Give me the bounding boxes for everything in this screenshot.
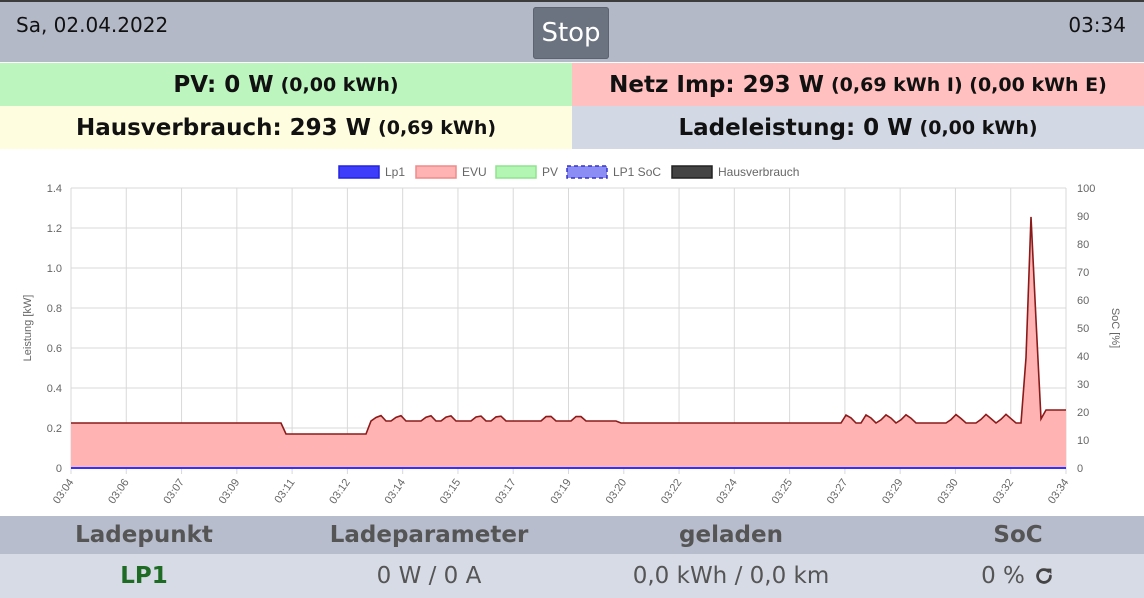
date-label: Sa, 02.04.2022 xyxy=(16,13,169,37)
y-tick-left: 0.6 xyxy=(47,343,62,355)
legend-label: Hausverbrauch xyxy=(718,165,799,179)
legend-label: PV xyxy=(542,165,558,179)
x-tick: 03:06 xyxy=(106,477,132,506)
time-label: 03:34 xyxy=(1068,13,1126,37)
x-tick: 03:34 xyxy=(1046,477,1072,506)
header-ladeparameter: Ladeparameter xyxy=(329,522,529,548)
summary-row-2: Hausverbrauch: 293 W (0,69 kWh) Ladeleis… xyxy=(0,106,1144,149)
netz-sub: (0,69 kWh I) (0,00 kWh E) xyxy=(830,73,1107,96)
header-geladen: geladen xyxy=(679,522,783,548)
y-tick-right: 10 xyxy=(1077,435,1089,447)
x-tick: 03:27 xyxy=(825,477,851,506)
top-bar: Sa, 02.04.2022 Stop 03:34 xyxy=(0,0,1144,62)
evu-area xyxy=(71,216,1066,468)
x-tick: 03:25 xyxy=(769,477,795,506)
lp-soc-value: 0 % xyxy=(981,563,1025,589)
refresh-icon[interactable] xyxy=(1033,565,1055,587)
x-tick: 03:14 xyxy=(383,477,409,506)
y-axis-title-left: Leistung [kW] xyxy=(22,295,34,362)
x-tick: 03:32 xyxy=(991,477,1017,506)
x-tick: 03:07 xyxy=(161,477,187,506)
x-tick: 03:19 xyxy=(548,477,574,506)
y-tick-right: 90 xyxy=(1077,211,1089,223)
x-tick: 03:29 xyxy=(880,477,906,506)
pv-main: PV: 0 W xyxy=(173,71,274,98)
y-tick-right: 100 xyxy=(1077,183,1095,195)
lp-geladen-cell: 0,0 kWh / 0,0 km xyxy=(632,563,830,589)
power-chart[interactable]: 0 0.2 0.4 0.6 0.8 1.0 1.2 1.4 0 10 20 30 40 50 60 70 80 9… xyxy=(0,152,1144,514)
evu-line xyxy=(71,216,1066,435)
lp-name-cell: LP1 xyxy=(0,554,288,598)
lade-summary: Ladeleistung: 0 W (0,00 kWh) xyxy=(572,106,1144,149)
legend-swatch xyxy=(671,165,713,179)
legend-label: EVU xyxy=(462,165,487,179)
y-tick-left: 0.8 xyxy=(47,303,62,315)
x-tick: 03:11 xyxy=(272,477,297,506)
header-ladepunkt: Ladepunkt xyxy=(75,522,213,548)
haus-summary: Hausverbrauch: 293 W (0,69 kWh) xyxy=(0,106,572,149)
pv-sub: (0,00 kWh) xyxy=(280,73,399,96)
x-tick: 03:24 xyxy=(714,477,740,506)
summary-row-1: PV: 0 W (0,00 kWh) Netz Imp: 293 W (0,69… xyxy=(0,63,1144,106)
x-tick: 03:04 xyxy=(51,477,77,506)
header-soc: SoC xyxy=(993,522,1043,548)
stop-button[interactable]: Stop xyxy=(533,7,609,59)
x-tick: 03:22 xyxy=(659,477,685,506)
legend-swatch xyxy=(495,165,537,179)
legend-label: Lp1 xyxy=(385,165,405,179)
y-tick-right: 40 xyxy=(1077,351,1089,363)
y-tick-left: 1.2 xyxy=(47,223,62,235)
y-tick-right: 30 xyxy=(1077,379,1089,391)
pv-summary: PV: 0 W (0,00 kWh) xyxy=(0,63,572,106)
lade-sub: (0,00 kWh) xyxy=(919,116,1038,139)
legend-swatch xyxy=(338,165,380,179)
y-tick-left: 0.2 xyxy=(47,423,62,435)
y-axis-title-right: SoC [%] xyxy=(1109,308,1121,348)
haus-main: Hausverbrauch: 293 W xyxy=(75,114,372,141)
x-tick: 03:17 xyxy=(493,477,519,506)
lp-param-cell: 0 W / 0 A xyxy=(376,563,482,589)
y-tick-right: 80 xyxy=(1077,239,1089,251)
legend-swatch xyxy=(566,165,608,179)
x-tick: 03:30 xyxy=(935,477,961,506)
legend-label: LP1 SoC xyxy=(613,165,661,179)
netz-summary: Netz Imp: 293 W (0,69 kWh I) (0,00 kWh E… xyxy=(572,63,1144,106)
y-tick-left: 1.4 xyxy=(47,183,62,195)
x-tick: 03:12 xyxy=(327,477,353,506)
charge-table-header: Ladepunkt Ladeparameter geladen SoC xyxy=(0,516,1144,554)
y-tick-left: 1.0 xyxy=(47,263,62,275)
haus-sub: (0,69 kWh) xyxy=(378,116,497,139)
y-tick-right: 0 xyxy=(1077,463,1083,475)
y-tick-right: 60 xyxy=(1077,295,1089,307)
y-tick-right: 70 xyxy=(1077,267,1089,279)
y-tick-right: 20 xyxy=(1077,407,1089,419)
x-tick: 03:09 xyxy=(217,477,243,506)
power-chart-svg: 0 0.2 0.4 0.6 0.8 1.0 1.2 1.4 0 10 20 30 40 50 60 70 80 9… xyxy=(22,165,1121,506)
lp-name: LP1 xyxy=(120,563,168,589)
lp-soc-cell: 0 % xyxy=(892,554,1144,598)
legend-swatch xyxy=(415,165,457,179)
y-tick-left: 0 xyxy=(56,463,62,475)
charge-table-row[interactable]: LP1 0 W / 0 A 0,0 kWh / 0,0 km 0 % xyxy=(0,554,1144,598)
y-tick-right: 50 xyxy=(1077,323,1089,335)
lade-main: Ladeleistung: 0 W xyxy=(678,114,913,141)
y-tick-left: 0.4 xyxy=(47,383,62,395)
netz-main: Netz Imp: 293 W xyxy=(609,71,824,98)
x-tick: 03:20 xyxy=(604,477,630,506)
x-tick: 03:15 xyxy=(438,477,464,506)
